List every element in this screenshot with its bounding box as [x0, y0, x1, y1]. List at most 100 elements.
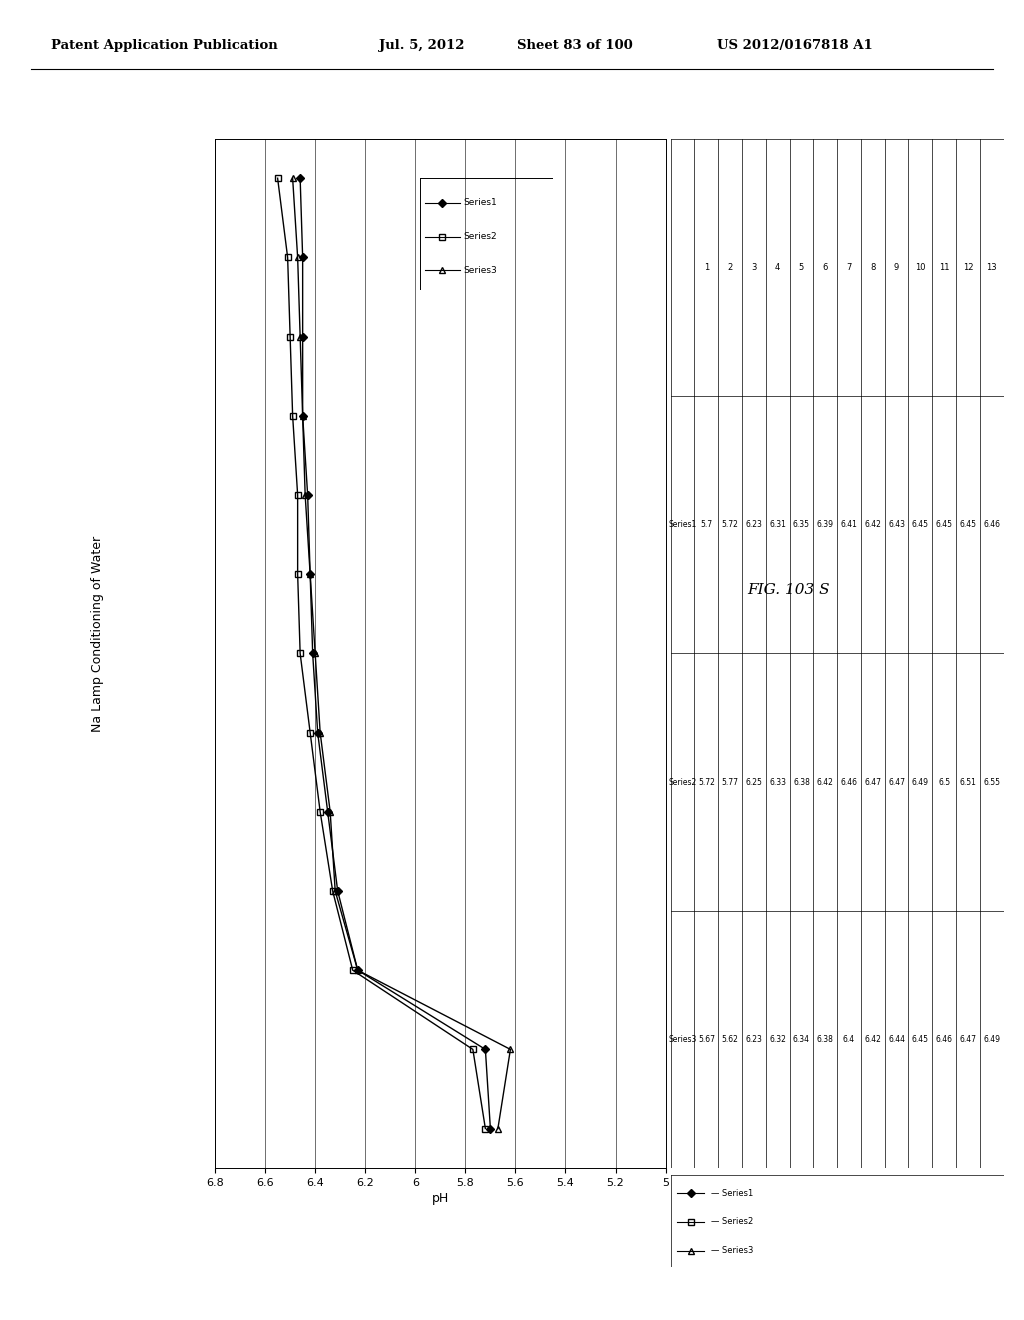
Series1 — [304, 566, 316, 582]
Series1 — [297, 408, 309, 424]
Text: 1: 1 — [703, 263, 709, 272]
Text: 6.45: 6.45 — [959, 520, 976, 529]
Text: 5.72: 5.72 — [722, 520, 738, 529]
Text: 6.23: 6.23 — [745, 520, 762, 529]
Text: 6.45: 6.45 — [936, 520, 952, 529]
Series2 — [467, 1041, 479, 1057]
Text: 6.5: 6.5 — [938, 777, 950, 787]
Text: Sheet 83 of 100: Sheet 83 of 100 — [517, 38, 633, 51]
Text: 6.23: 6.23 — [745, 1035, 762, 1044]
Series2 — [479, 1121, 492, 1137]
Series3 — [329, 883, 341, 899]
Series2 — [294, 645, 306, 661]
Text: — Series3: — Series3 — [711, 1246, 753, 1255]
Series2 — [292, 566, 304, 582]
Text: Patent Application Publication: Patent Application Publication — [51, 38, 278, 51]
Series3 — [299, 487, 311, 503]
Series3 — [351, 962, 364, 978]
Text: Series1: Series1 — [669, 520, 696, 529]
Series1 — [301, 487, 313, 503]
Text: 6.38: 6.38 — [793, 777, 810, 787]
Series1 — [294, 170, 306, 186]
Text: 3: 3 — [752, 263, 757, 272]
Series3 — [314, 725, 327, 741]
Text: Series2: Series2 — [464, 232, 498, 242]
Text: 5.7: 5.7 — [700, 520, 713, 529]
Line: Series2: Series2 — [274, 176, 488, 1131]
Text: 6.45: 6.45 — [911, 520, 929, 529]
Text: 11: 11 — [939, 263, 949, 272]
Text: Jul. 5, 2012: Jul. 5, 2012 — [379, 38, 464, 51]
Text: Series3: Series3 — [669, 1035, 696, 1044]
Text: 5.62: 5.62 — [722, 1035, 738, 1044]
Series1 — [484, 1121, 497, 1137]
Series1 — [351, 962, 364, 978]
Series1 — [306, 645, 318, 661]
Text: 6.55: 6.55 — [983, 777, 1000, 787]
Series3 — [492, 1121, 504, 1137]
Text: 6.4: 6.4 — [843, 1035, 855, 1044]
Series2 — [327, 883, 339, 899]
Text: 6.44: 6.44 — [888, 1035, 905, 1044]
Text: 6.51: 6.51 — [959, 777, 976, 787]
Text: 2: 2 — [727, 263, 733, 272]
Text: 6.45: 6.45 — [911, 1035, 929, 1044]
Series3 — [309, 645, 322, 661]
Text: US 2012/0167818 A1: US 2012/0167818 A1 — [717, 38, 872, 51]
Series3 — [287, 170, 299, 186]
Series2 — [284, 329, 296, 345]
Text: 6.42: 6.42 — [864, 1035, 882, 1044]
Text: 6.49: 6.49 — [983, 1035, 1000, 1044]
Text: 6.46: 6.46 — [936, 1035, 952, 1044]
Line: Series1: Series1 — [297, 176, 494, 1131]
Series3 — [294, 329, 306, 345]
Series1 — [322, 804, 334, 820]
Text: 12: 12 — [963, 263, 973, 272]
Series2 — [271, 170, 284, 186]
Series3 — [324, 804, 336, 820]
Series3 — [304, 566, 316, 582]
Series2 — [314, 804, 327, 820]
Text: FIG. 103 S: FIG. 103 S — [748, 583, 830, 597]
Text: 13: 13 — [986, 263, 997, 272]
Series3 — [297, 408, 309, 424]
Text: 6.33: 6.33 — [769, 777, 786, 787]
Text: 6.41: 6.41 — [841, 520, 857, 529]
Text: 6.47: 6.47 — [959, 1035, 976, 1044]
Text: 6.34: 6.34 — [793, 1035, 810, 1044]
Series1 — [297, 329, 309, 345]
Text: 8: 8 — [870, 263, 876, 272]
Text: 6.38: 6.38 — [817, 1035, 834, 1044]
X-axis label: pH: pH — [432, 1192, 449, 1205]
Text: 6.32: 6.32 — [769, 1035, 786, 1044]
Text: Series2: Series2 — [669, 777, 696, 787]
Text: 6.42: 6.42 — [864, 520, 882, 529]
Text: 6.25: 6.25 — [745, 777, 762, 787]
Text: 6.47: 6.47 — [864, 777, 882, 787]
Text: 6.43: 6.43 — [888, 520, 905, 529]
Text: — Series1: — Series1 — [711, 1189, 753, 1197]
Text: Series1: Series1 — [464, 198, 498, 207]
Text: 6.39: 6.39 — [817, 520, 834, 529]
Text: 6.47: 6.47 — [888, 777, 905, 787]
Text: 6: 6 — [822, 263, 828, 272]
Text: 5.72: 5.72 — [698, 777, 715, 787]
Text: 5.77: 5.77 — [722, 777, 738, 787]
Text: 5.67: 5.67 — [698, 1035, 715, 1044]
Series3 — [292, 249, 304, 265]
Text: Na Lamp Conditioning of Water: Na Lamp Conditioning of Water — [91, 536, 103, 731]
Text: 5: 5 — [799, 263, 804, 272]
Series1 — [479, 1041, 492, 1057]
Text: 6.46: 6.46 — [841, 777, 857, 787]
Text: — Series2: — Series2 — [711, 1217, 753, 1226]
Text: Series3: Series3 — [464, 265, 498, 275]
Text: 6.49: 6.49 — [911, 777, 929, 787]
Text: 4: 4 — [775, 263, 780, 272]
Series1 — [311, 725, 324, 741]
Text: 7: 7 — [846, 263, 852, 272]
Text: 6.35: 6.35 — [793, 520, 810, 529]
Series2 — [282, 249, 294, 265]
Series2 — [292, 487, 304, 503]
Text: 6.46: 6.46 — [983, 520, 1000, 529]
Series1 — [332, 883, 344, 899]
